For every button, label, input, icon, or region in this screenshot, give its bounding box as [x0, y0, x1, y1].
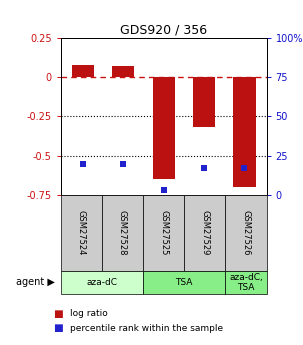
- Bar: [152, 77, 175, 179]
- Text: log ratio: log ratio: [70, 309, 108, 318]
- Text: aza-dC: aza-dC: [86, 278, 117, 287]
- Text: GSM27528: GSM27528: [118, 210, 127, 256]
- Text: percentile rank within the sample: percentile rank within the sample: [70, 324, 223, 333]
- Bar: [233, 77, 255, 187]
- Text: aza-dC,
TSA: aza-dC, TSA: [229, 273, 263, 292]
- Text: ■: ■: [53, 324, 63, 333]
- Text: GSM27524: GSM27524: [77, 210, 86, 256]
- Bar: [72, 65, 94, 77]
- Text: GSM27529: GSM27529: [200, 210, 209, 256]
- Text: GSM27526: GSM27526: [241, 210, 251, 256]
- Text: agent ▶: agent ▶: [16, 277, 55, 287]
- Text: TSA: TSA: [175, 278, 193, 287]
- Bar: [112, 66, 134, 77]
- Title: GDS920 / 356: GDS920 / 356: [120, 24, 207, 37]
- Bar: [193, 77, 215, 127]
- Text: ■: ■: [53, 309, 63, 319]
- Text: GSM27525: GSM27525: [159, 210, 168, 256]
